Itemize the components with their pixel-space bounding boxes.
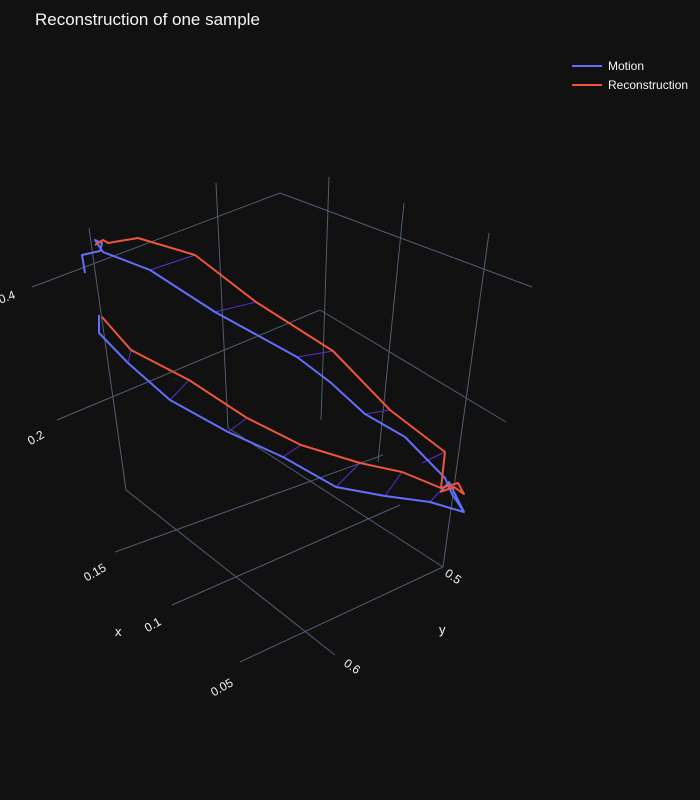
grid-line [171,504,401,606]
grid-line [442,232,490,568]
grid-line [114,454,384,553]
connector-segment [149,254,196,271]
connector-segment [429,489,442,503]
y-tick-label: 0.6 [341,656,363,677]
connector-segment [421,451,446,464]
series-motion[interactable] [81,239,465,513]
connector-segment [364,409,391,415]
series-reconstruction[interactable] [94,237,465,495]
grid-lines [31,176,533,663]
connector-segment [127,349,132,364]
motion-line-upper[interactable] [81,239,465,513]
z-tick-label: 0.2 [25,427,47,448]
connector-segment [296,350,334,358]
x-tick-label: 0.1 [142,614,164,635]
legend-item-reconstruction[interactable]: Reconstruction [572,75,688,94]
legend-item-motion[interactable]: Motion [572,56,688,75]
connector-segment [384,471,403,497]
grid-line [239,566,444,663]
grid-line [56,309,321,421]
connector-segment [214,301,257,313]
motion-line-lower[interactable] [98,315,465,513]
x-tick-label: 0.05 [208,675,236,699]
connector-lines [127,254,446,503]
chart-title: Reconstruction of one sample [35,10,260,29]
reconstruction-line-upper[interactable] [94,237,465,495]
y-axis-title: y [439,622,446,637]
legend-swatch-reconstruction [572,83,602,86]
z-tick-label: 0.4 [0,288,17,307]
grid-line [377,202,405,463]
x-tick-label: 0.15 [81,560,109,584]
grid-line [320,176,330,421]
grid-line [88,227,127,491]
reconstruction-line-lower[interactable] [101,316,442,489]
grid-line [227,427,444,568]
legend[interactable]: Motion Reconstruction [572,56,688,94]
grid-line [279,192,533,288]
grid-line [319,309,507,423]
connector-segment [227,417,248,433]
legend-swatch-motion [572,64,602,67]
connector-segment [169,379,190,401]
grid-line [215,182,229,429]
connector-segment [335,462,361,488]
connector-segment [282,444,302,458]
x-axis-title: x [115,624,122,639]
y-tick-label: 0.5 [442,566,464,587]
legend-label-reconstruction: Reconstruction [608,77,689,92]
legend-label-motion: Motion [608,58,645,73]
grid-line [31,192,281,288]
grid-line [125,489,336,656]
